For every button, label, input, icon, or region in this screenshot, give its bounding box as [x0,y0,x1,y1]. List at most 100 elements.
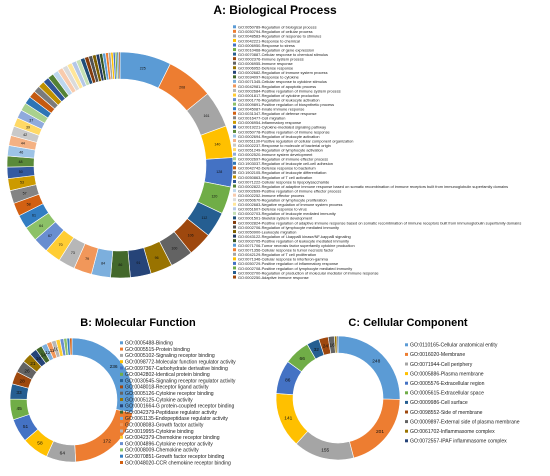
legend-swatch [233,248,236,252]
slice-value-label: 21 [30,361,36,367]
legend-entry: GO:0006954-Inflammatory response [238,120,301,125]
slice-value-label: 58 [37,441,43,447]
legend-swatch [233,111,236,115]
slice-go-0110165-cellular-anatomical-entity [337,335,401,400]
chart-title-molecular-function: B: Molecular Function [80,317,196,329]
legend-swatch [233,38,236,42]
slice-go-0071944-cell-periphery [295,430,355,461]
legend-entry: GO:0002705-Positive regulation of leukoc… [238,238,349,243]
legend-entry: GO:0005102-Signaling receptor binding [125,353,215,359]
slice-value-label: 201 [376,429,384,435]
legend-entry: GO:0006955-Immune response [238,61,293,66]
legend-entry: GO:0050794-Regulation of cellular proces… [238,29,313,34]
slice-value-label: 61 [32,213,36,217]
legend-entry: GO:0002822-Regulation of adaptive immune… [238,184,508,189]
legend-entry: GO:0050900-Leukocyte migration [238,229,296,234]
legend-swatch [233,198,236,202]
legend-swatch [120,454,123,458]
slice-value-label: 51 [23,424,29,430]
legend-entry: GO:0001501-Skeletal system development [238,216,313,221]
legend-swatch [233,48,236,52]
slice-value-label: 248 [372,358,380,364]
legend-entry: GO:0048018-Receptor ligand activity [125,385,209,391]
legend-swatch [405,429,408,433]
slice-go-0072557-ipaf-inflammasome-complex [336,335,339,354]
slice-value-label: 84 [101,261,105,265]
slice-value-label: 86 [285,377,291,383]
legend-entry: GO:0005125-Cytokine activity [125,397,193,403]
slice-value-label: 44 [21,142,25,146]
legend-swatch [233,257,236,261]
legend-entry: GO:0009891-Positive regulation of biosyn… [238,102,334,107]
legend-entry: GO:0030545-Signaling receptor regulator … [125,378,236,384]
charts-layer: 225 208 161 140 128 120 112 106 100 96 91 86 84 79 73 7… [6,25,521,466]
legend-entry: GO:0051607-Defense response to virus [238,207,307,212]
slice-value-label: 79 [85,257,89,261]
legend-swatch [120,372,123,376]
legend-swatch [233,261,236,265]
slice-value-label: 112 [202,216,208,220]
slice-value-label: 172 [103,438,111,444]
legend-swatch [233,152,236,156]
legend-entry: GO:0045087-Innate immune response [238,107,304,112]
legend-entry: GO:0002824-Positive regulation of adapti… [238,220,521,225]
legend-entry: GO:0042221-Response to chemical [238,38,300,43]
legend-swatch [233,252,236,256]
legend-entry: GO:0019221-Cytokine-mediated signaling p… [238,125,326,130]
legend-entry: GO:0071706-Tumor necrosis factor superfa… [238,243,355,248]
slice-value-label: 58 [27,203,31,207]
slice-value-label: 140 [214,143,220,147]
legend-swatch [405,400,408,404]
slice-value-label: 67 [48,234,52,238]
legend-entry: GO:0042379-Peptidase regulator activity [125,410,217,416]
legend-entry: GO:0110165-Cellular anatomical entity [410,343,498,349]
legend-swatch [120,410,123,414]
legend-entry: GO:0042379-Chemokine receptor binding [125,435,220,441]
slice-value-label: 64 [60,450,66,456]
legend-entry: GO:0042802-Identical protein binding [125,372,210,378]
legend-swatch [405,372,408,376]
legend-swatch [120,385,123,389]
legend-swatch [120,360,123,364]
legend-entry: GO:0008009-Chemokine activity [125,448,199,454]
legend-swatch [233,271,236,274]
legend-entry: GO:0048583-Regulation of response to sti… [238,34,321,39]
slice-value-label: 128 [216,170,222,174]
legend-entry: GO:0002684-Positive regulation of immune… [238,88,341,93]
slice-value-label: 73 [71,251,75,255]
legend-entry: GO:0031347-Regulation of defense respons… [238,111,317,116]
legend-entry: GO:0008083-Growth factor activity [125,423,204,429]
legend-swatch [405,352,408,356]
slice-value-label: 155 [321,448,329,454]
legend-entry: GO:0098772-Molecular function regulator … [125,360,236,366]
slice-value-label: 14 [41,353,47,359]
legend-swatch [233,161,236,165]
legend-entry: GO:0050729-Positive regulation of inflam… [238,261,338,266]
legend-swatch [233,180,236,183]
chart-title-cellular-component: C: Cellular Component [348,317,468,329]
legend-swatch [233,207,236,211]
legend-swatch [233,266,236,270]
legend-entry: GO:0002682-Regulation of immune system p… [238,70,328,75]
slice-value-label: 106 [188,233,194,237]
legend-swatch [233,189,236,193]
legend-1: GO:0050789-Regulation of biological proc… [233,25,521,280]
slice-value-label: 24 [323,344,329,350]
legend-swatch [120,391,123,395]
slice-go-0002250-adaptive-immune-response [118,51,121,80]
legend-entry: GO:0071346-Cellular response to interfer… [238,257,329,262]
legend-swatch [233,61,236,65]
legend-swatch [233,98,236,102]
slice-value-label: 236 [110,364,118,370]
legend-swatch [120,398,123,401]
slice-value-label: 12 [45,350,51,356]
legend-entry: GO:0005576-Extracellular region [410,381,485,387]
legend-entry: GO:0002250-Adaptive immune response [238,275,309,280]
legend-swatch [120,429,123,433]
slice-go-0005515-protein-binding [74,409,133,463]
legend-entry: GO:0002237-Response to molecule of bacte… [238,143,331,148]
legend-swatch [233,230,236,234]
legend-entry: GO:0009986-Cell surface [410,400,468,406]
